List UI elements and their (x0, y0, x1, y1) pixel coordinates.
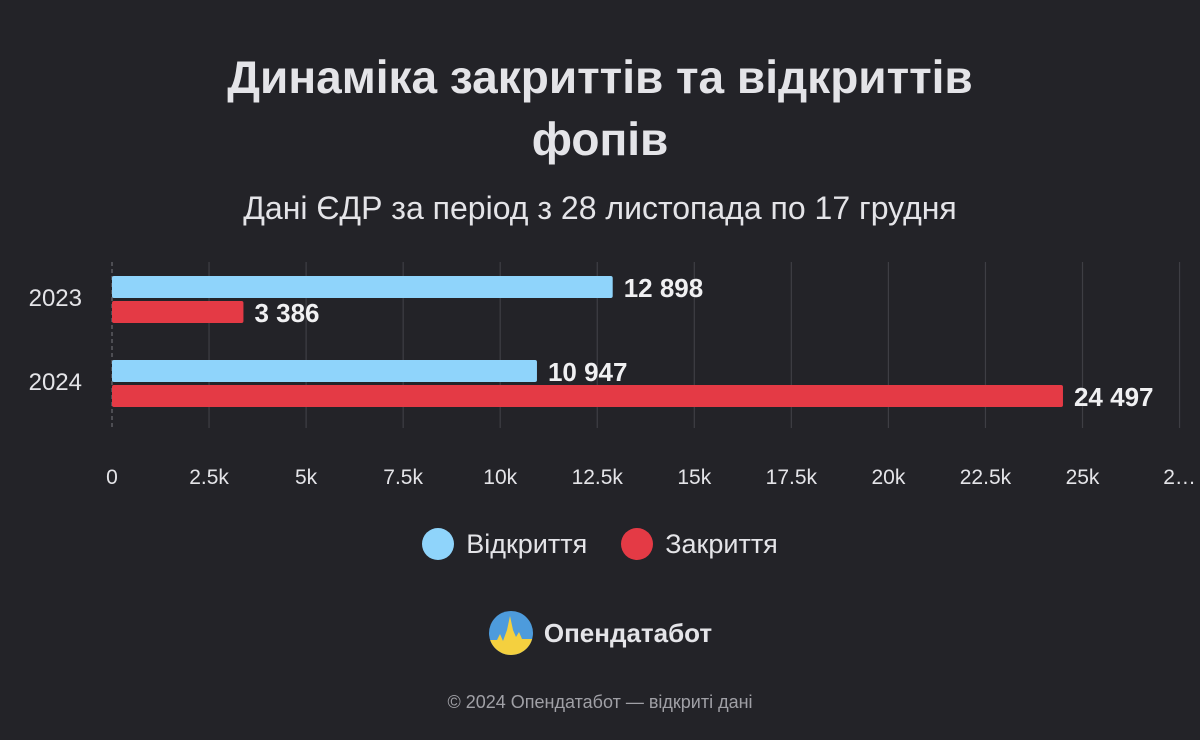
x-tick-label: 7.5k (383, 466, 423, 489)
x-tick-label: 12.5k (572, 466, 624, 489)
legend-item-close[interactable]: Закриття (621, 528, 778, 560)
data-label: 3 386 (254, 298, 319, 328)
x-tick-label: 0 (106, 466, 118, 489)
x-tick-label: 5k (295, 466, 318, 489)
legend-label-open: Відкриття (466, 528, 588, 559)
chart-subtitle: Дані ЄДР за період з 28 листопада по 17 … (243, 190, 957, 226)
x-tick-label: 20k (871, 466, 905, 489)
data-label: 12 898 (624, 273, 704, 303)
bar-chart: 12 898 3 386 10 947 24 497 2023 2024 0 2.5k 5k… (29, 262, 1196, 489)
bar (112, 276, 613, 298)
data-labels: 12 898 3 386 10 947 24 497 (254, 273, 1153, 412)
chart-title-line-2: фопів (531, 113, 669, 165)
y-axis: 2023 2024 (29, 285, 82, 396)
x-tick-label: 15k (677, 466, 711, 489)
footer-copyright: © 2024 Опендатабот — відкриті дані (447, 692, 753, 712)
x-tick-label: 10k (483, 466, 517, 489)
brand-name: Опендатабот (543, 617, 713, 648)
bar (112, 385, 1063, 407)
opendatabot-logo-icon (488, 611, 533, 655)
legend-swatch-close (621, 528, 654, 560)
bar (112, 360, 537, 382)
x-tick-label: 17.5k (766, 466, 818, 489)
x-tick-label: 22.5k (960, 466, 1012, 489)
bar (112, 301, 244, 323)
legend-item-open[interactable]: Відкриття (422, 528, 587, 560)
y-tick-label: 2024 (29, 369, 82, 396)
x-tick-label: 2… (1163, 466, 1196, 489)
chart-title-line-1: Динаміка закриттів та відкриттів (227, 51, 973, 103)
data-label: 10 947 (548, 357, 628, 387)
data-label: 24 497 (1074, 382, 1154, 412)
x-tick-label: 25k (1066, 466, 1100, 489)
x-tick-label: 2.5k (189, 466, 229, 489)
y-tick-label: 2023 (29, 285, 82, 312)
chart-title: Динаміка закриттів та відкриттів фопів (0, 46, 1200, 170)
legend-swatch-open (422, 528, 455, 560)
bars (112, 276, 1063, 407)
x-axis: 0 2.5k 5k 7.5k 10k 12.5k 15k 17.5k 20k 22.5k 25k 2… (106, 466, 1196, 489)
legend: Відкриття Закриття (0, 528, 1200, 560)
brand: Опендатабот (0, 610, 1200, 656)
legend-label-close: Закриття (665, 528, 778, 559)
